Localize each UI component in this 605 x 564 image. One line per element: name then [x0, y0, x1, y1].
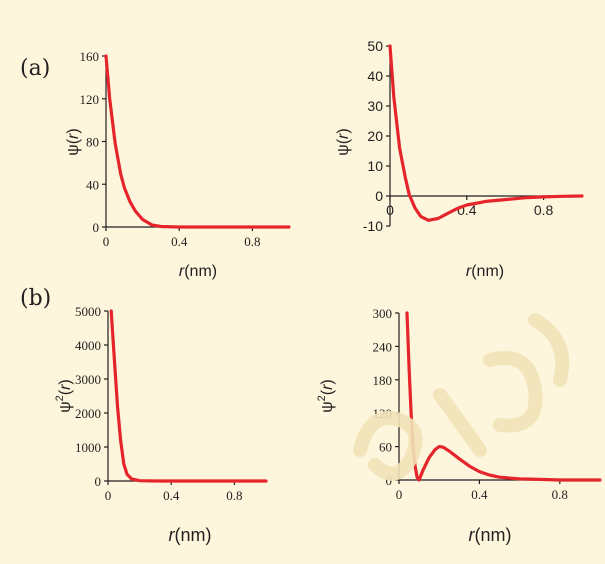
- y-tick-label-a-left: 80: [86, 135, 99, 150]
- x-tick-label-a-left: 0.8: [244, 234, 260, 249]
- ylabel-b-right-main: ψ: [319, 401, 336, 412]
- xlabel-b-left: r(nm): [169, 525, 212, 545]
- series-line-a-right: [388, 44, 584, 222]
- xlabel-a-left-var: r: [179, 263, 185, 280]
- y-tick-label-b-right: 300: [373, 306, 393, 321]
- ylabel-b-right-sup: 2: [316, 395, 328, 401]
- x-tick-label-b-left: 0: [105, 488, 112, 503]
- xlabel-b-right-var: r: [469, 525, 476, 545]
- series-line-a-left: [104, 54, 291, 229]
- y-tick-label-b-right: 120: [373, 406, 393, 421]
- y-tick-label-a-right: 40: [367, 68, 383, 84]
- xlabel-b-right-unit: (nm): [475, 525, 512, 545]
- y-tick-label-b-right: 0: [386, 473, 393, 488]
- x-tick-label-b-right: 0.8: [552, 487, 568, 502]
- y-tick-label-b-left: 2000: [75, 406, 101, 421]
- y-tick-label-b-left: 1000: [75, 440, 101, 455]
- xlabel-b-right: r(nm): [469, 525, 512, 545]
- series-line-b-right: [405, 311, 602, 482]
- ylabel-b-left-sup: 2: [54, 395, 66, 401]
- y-tick-label-b-left: 0: [95, 474, 102, 489]
- y-tick-label-b-right: 60: [379, 440, 392, 455]
- ylabel-b-right-var: r: [319, 384, 336, 390]
- xlabel-a-right: r(nm): [466, 263, 504, 280]
- y-tick-label-a-right: 0: [375, 188, 383, 204]
- ylabel-a-right-main: ψ(: [335, 138, 352, 155]
- y-tick-label-a-right: 20: [367, 128, 383, 144]
- panel-label-a: (a): [20, 56, 51, 81]
- y-tick-label-b-right: 240: [373, 339, 393, 354]
- y-tick-label-a-left: 160: [80, 49, 100, 64]
- ylabel-b-left-var: r: [57, 384, 74, 390]
- x-tick-label-b-left: 0.8: [226, 488, 242, 503]
- ylabel-a-right-var: r: [335, 133, 352, 139]
- ylabel-b-right-open: (: [319, 389, 336, 395]
- ylabel-a-left: ψ(r): [65, 128, 82, 155]
- xlabel-a-right-var: r: [466, 263, 472, 280]
- xlabel-a-left: r(nm): [179, 263, 217, 280]
- ylabel-b-left-main: ψ: [57, 401, 74, 412]
- ylabel-a-right-close: ): [335, 128, 352, 133]
- xlabel-a-right-unit: (nm): [471, 263, 504, 280]
- ylabel-b-right: ψ2(r): [316, 379, 336, 413]
- y-tick-label-b-left: 3000: [75, 372, 101, 387]
- xlabel-a-left-unit: (nm): [184, 263, 217, 280]
- x-tick-label-b-right: 0.4: [471, 487, 488, 502]
- ylabel-a-left-var: r: [65, 133, 82, 139]
- ylabel-a-right: ψ(r): [335, 128, 352, 155]
- y-tick-label-a-right: -10: [363, 218, 383, 234]
- y-tick-label-a-right: 10: [367, 158, 383, 174]
- y-tick-label-a-left: 120: [80, 92, 100, 107]
- x-tick-label-a-left: 0: [103, 234, 110, 249]
- y-tick-label-b-left: 5000: [75, 304, 101, 319]
- xlabel-b-left-var: r: [169, 525, 176, 545]
- x-tick-label-b-left: 0.4: [163, 488, 180, 503]
- x-tick-label-a-right: 0: [386, 202, 394, 218]
- ylabel-b-left-close: ): [57, 379, 74, 384]
- ylabel-b-left: ψ2(r): [54, 379, 74, 413]
- y-tick-label-a-left: 0: [93, 220, 100, 235]
- x-tick-label-a-left: 0.4: [171, 234, 188, 249]
- x-tick-label-a-right: 0.8: [534, 202, 554, 218]
- ylabel-b-right-close: ): [319, 379, 336, 384]
- xlabel-b-left-unit: (nm): [175, 525, 212, 545]
- y-tick-label-a-left: 40: [86, 177, 99, 192]
- x-tick-label-b-right: 0: [396, 487, 403, 502]
- y-tick-label-a-right: 50: [367, 38, 383, 54]
- ylabel-a-left-close: ): [65, 128, 82, 133]
- y-tick-label-b-right: 180: [373, 373, 393, 388]
- ylabel-b-left-open: (: [57, 389, 74, 395]
- panel-label-b: (b): [20, 286, 52, 311]
- series-line-b-left: [109, 309, 268, 483]
- y-tick-label-a-right: 30: [367, 98, 383, 114]
- y-tick-label-b-left: 4000: [75, 338, 101, 353]
- ylabel-a-left-main: ψ(: [65, 138, 82, 155]
